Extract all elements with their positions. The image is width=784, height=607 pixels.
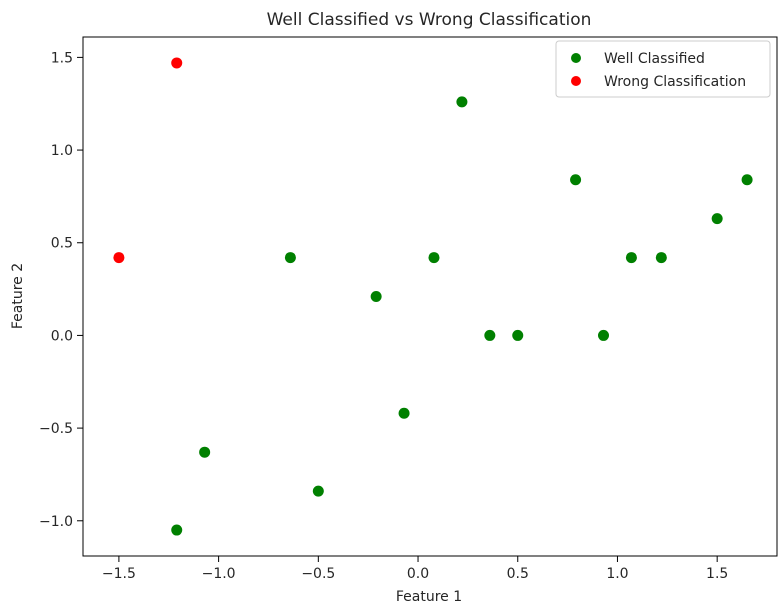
y-axis: 1.5 1.0 0.5 0.0 −0.5 −1.0 — [39, 50, 83, 530]
x-tick-label: 1.0 — [606, 566, 628, 582]
legend-box — [555, 40, 771, 98]
point-well-classified — [284, 252, 296, 264]
x-tick-label: 1.5 — [706, 566, 728, 582]
legend-marker-wrong-classification — [571, 76, 581, 86]
point-well-classified — [484, 329, 496, 341]
x-tick-label: −0.5 — [301, 566, 335, 582]
legend-label-wrong-classification: Wrong Classification — [604, 74, 746, 90]
y-axis-label: Feature 2 — [10, 263, 26, 329]
point-well-classified — [570, 174, 582, 186]
point-well-classified — [512, 329, 524, 341]
x-axis: −1.5 −1.0 −0.5 0.0 0.5 1.0 1.5 — [102, 556, 728, 582]
point-well-classified — [199, 446, 211, 458]
point-well-classified — [456, 96, 468, 108]
y-tick-label: −0.5 — [39, 421, 73, 437]
y-tick-label: 0.5 — [51, 236, 73, 252]
y-tick-label: −1.0 — [39, 514, 73, 530]
data-points — [113, 57, 753, 536]
x-axis-label: Feature 1 — [396, 589, 462, 605]
point-wrong-classification — [171, 57, 183, 69]
legend: Well Classified Wrong Classification — [555, 40, 771, 98]
point-well-classified — [625, 252, 637, 264]
x-tick-label: 0.0 — [407, 566, 429, 582]
chart-title: Well Classified vs Wrong Classification — [267, 10, 592, 30]
point-wrong-classification — [113, 252, 125, 264]
x-tick-label: 0.5 — [507, 566, 529, 582]
point-well-classified — [171, 524, 183, 536]
point-well-classified — [741, 174, 753, 186]
point-well-classified — [312, 485, 324, 497]
x-tick-label: −1.5 — [102, 566, 136, 582]
plot-area — [82, 36, 778, 557]
y-tick-label: 1.5 — [51, 50, 73, 66]
legend-marker-well-classified — [571, 53, 581, 63]
y-tick-label: 1.0 — [51, 143, 73, 159]
point-well-classified — [370, 291, 382, 302]
x-tick-label: −1.0 — [202, 566, 236, 582]
point-well-classified — [398, 407, 410, 419]
point-well-classified — [711, 213, 723, 225]
point-well-classified — [428, 252, 440, 264]
y-tick-label: 0.0 — [51, 328, 73, 344]
point-well-classified — [655, 252, 667, 264]
legend-label-well-classified: Well Classified — [604, 51, 705, 67]
point-well-classified — [598, 329, 609, 341]
